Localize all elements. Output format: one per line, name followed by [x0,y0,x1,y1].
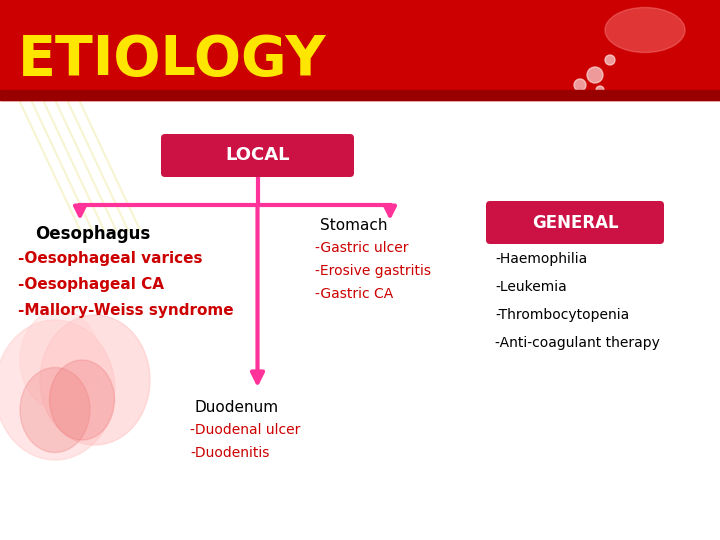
Text: GENERAL: GENERAL [531,213,618,232]
Ellipse shape [560,0,720,100]
Bar [0,0,720,100]
Text: -Duodenitis: -Duodenitis [190,446,269,460]
Ellipse shape [50,360,114,440]
Ellipse shape [20,368,90,453]
Text: -Mallory-Weiss syndrome: -Mallory-Weiss syndrome [18,303,233,318]
Text: -Anti-coagulant therapy: -Anti-coagulant therapy [495,336,660,350]
Ellipse shape [605,55,615,65]
Ellipse shape [40,315,150,445]
FancyBboxPatch shape [486,201,664,244]
Ellipse shape [587,67,603,83]
Ellipse shape [20,310,100,410]
Ellipse shape [596,86,604,94]
Text: ETIOLOGY: ETIOLOGY [18,33,326,87]
Text: -Gastric CA: -Gastric CA [315,287,393,301]
Ellipse shape [565,15,675,95]
Ellipse shape [0,320,115,460]
Text: -Haemophilia: -Haemophilia [495,252,588,266]
Text: -Oesophageal varices: -Oesophageal varices [18,251,202,266]
Text: Stomach: Stomach [320,218,387,233]
Text: -Erosive gastritis: -Erosive gastritis [315,264,431,278]
Text: Duodenum: Duodenum [195,400,279,415]
Text: -Gastric ulcer: -Gastric ulcer [315,241,408,255]
Bar [0,90,720,100]
FancyBboxPatch shape [161,134,354,177]
Ellipse shape [574,79,586,91]
Text: Oesophagus: Oesophagus [35,225,150,243]
Ellipse shape [600,0,720,85]
Text: -Leukemia: -Leukemia [495,280,567,294]
Ellipse shape [605,8,685,52]
Text: -Thrombocytopenia: -Thrombocytopenia [495,308,629,322]
Text: LOCAL: LOCAL [225,146,289,165]
Text: -Duodenal ulcer: -Duodenal ulcer [190,423,300,437]
Text: -Oesophageal CA: -Oesophageal CA [18,277,164,292]
